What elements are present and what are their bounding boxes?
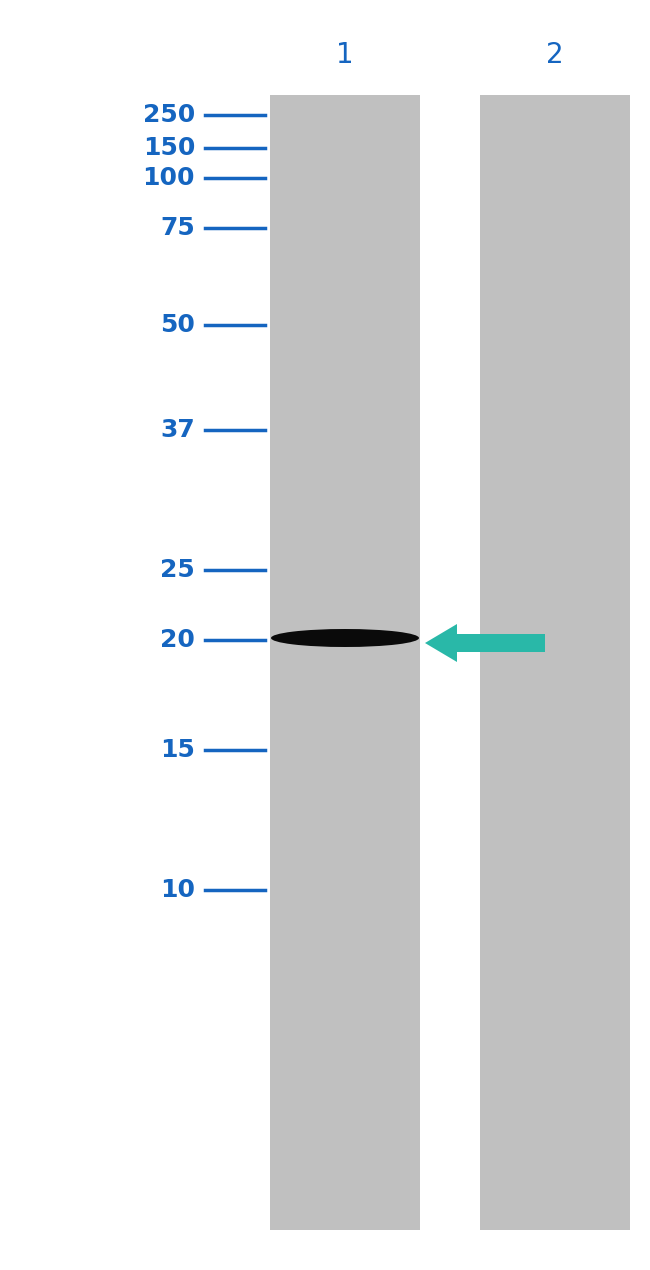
Bar (480, 95, 630, 1231)
Bar (270, 95, 420, 1231)
Ellipse shape (271, 629, 419, 646)
Text: 10: 10 (160, 878, 195, 902)
Text: 150: 150 (142, 136, 195, 160)
Text: 15: 15 (160, 738, 195, 762)
Text: 20: 20 (160, 627, 195, 652)
Text: 50: 50 (160, 312, 195, 337)
Text: 37: 37 (161, 418, 195, 442)
Text: 75: 75 (161, 216, 195, 240)
Text: 1: 1 (336, 41, 354, 69)
Text: 2: 2 (546, 41, 564, 69)
FancyArrow shape (425, 624, 545, 662)
Text: 25: 25 (161, 558, 195, 582)
Text: 100: 100 (142, 166, 195, 190)
Text: 250: 250 (143, 103, 195, 127)
